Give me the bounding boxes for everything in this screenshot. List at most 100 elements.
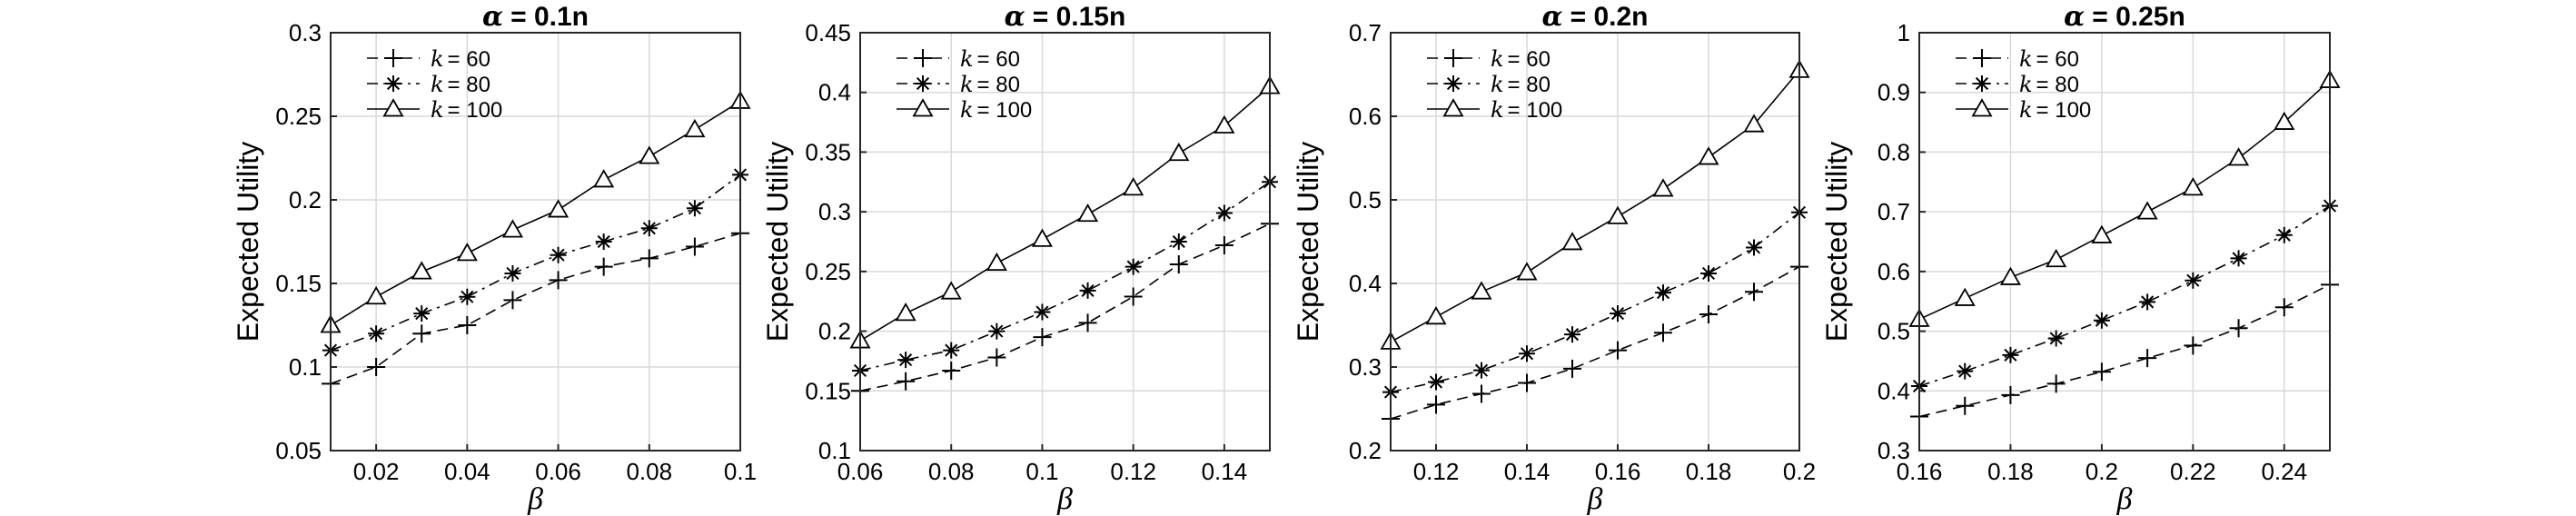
x-tick-label: 0.12 [1110, 458, 1156, 485]
legend-marker-asterisk [915, 75, 931, 92]
data-point-plus [1472, 384, 1491, 403]
legend: k = 60k = 80k = 100 [897, 46, 1032, 123]
data-point-plus [2092, 362, 2111, 382]
y-tick-label: 0.9 [1878, 79, 1910, 106]
x-tick-label: 0.18 [1987, 458, 2034, 485]
x-tick-label: 0.24 [2261, 458, 2307, 485]
legend-label: k = 80 [2019, 72, 2079, 97]
y-tick-label: 0.8 [1878, 138, 1910, 165]
data-point-plus [2184, 336, 2203, 355]
legend-label: k = 80 [960, 72, 1020, 97]
data-point-triangle [1561, 232, 1583, 251]
data-point-asterisk [1957, 362, 1974, 380]
series-line-asterisk [330, 174, 741, 352]
y-tick-label: 0.3 [818, 198, 851, 225]
data-point-plus [1609, 341, 1627, 360]
y-axis-label: Expected Utility [1292, 142, 1324, 342]
data-point-plus [1169, 254, 1188, 273]
series-line-plus [330, 233, 741, 385]
legend: k = 60k = 80k = 100 [367, 46, 502, 123]
data-point-plus [1214, 235, 1234, 254]
y-tick-label: 0.4 [818, 79, 851, 106]
legend-var: k [431, 72, 444, 97]
y-axis-label: Expected Utility [761, 142, 794, 342]
data-point-asterisk [550, 246, 567, 263]
y-tick-label: 0.2 [1349, 437, 1382, 464]
title-alpha: α [2064, 1, 2085, 33]
series-line-asterisk [859, 181, 1271, 372]
legend-label: k = 60 [1491, 46, 1551, 72]
y-tick-label: 0.15 [805, 377, 851, 404]
x-tick-label: 0.1 [1025, 458, 1058, 485]
axis-box [1918, 32, 2331, 452]
series-line-plus [1918, 283, 2331, 418]
data-point-triangle [1607, 205, 1629, 224]
axis-box [330, 32, 741, 452]
data-point-triangle [1214, 114, 1235, 134]
plot-area [1919, 33, 2330, 451]
y-tick-label: 0.3 [1878, 437, 1910, 464]
series-line-triangle [1918, 79, 2331, 321]
data-point-asterisk [897, 352, 915, 369]
data-point-plus [1427, 395, 1445, 414]
data-point-plus [1654, 323, 1672, 342]
legend-marker-plus [914, 49, 932, 67]
data-point-plus [987, 348, 1006, 367]
data-point-triangle [1077, 203, 1099, 223]
legend-marker-plus [384, 49, 402, 67]
data-point-triangle [1168, 142, 1190, 162]
legend-marker-plus [1973, 49, 1991, 67]
data-point-triangle [501, 219, 523, 238]
legend-var: k [960, 72, 974, 97]
legend-value: = 60 [2036, 47, 2079, 72]
data-point-triangle [2228, 147, 2250, 166]
x-axis-label: β [527, 482, 543, 516]
y-axis-label: Expected Utility [1820, 142, 1853, 342]
title-value: = 0.2n [1570, 2, 1649, 32]
data-point-plus [1563, 359, 1581, 378]
data-point-triangle [365, 285, 387, 305]
chart-panel-4: 0.16 0.18 0.2 0.22 0.24 0.3 0.4 0.5 0.6 0.7 0.8 0.9… [1820, 1, 2341, 516]
data-point-asterisk [2230, 250, 2247, 267]
title-alpha: α [482, 1, 503, 33]
data-point-triangle [1698, 146, 1719, 165]
data-point-triangle [940, 281, 962, 300]
data-point-triangle [2274, 111, 2295, 130]
legend-var: k [2019, 97, 2033, 123]
data-point-asterisk [2093, 312, 2110, 329]
x-tick-label: 0.16 [1897, 458, 1943, 485]
legend-label: k = 60 [431, 46, 490, 72]
chart-title: α = 0.1n [482, 1, 589, 33]
data-point-plus [1745, 283, 1763, 302]
legend-label: k = 100 [960, 97, 1032, 123]
data-point-asterisk [1215, 204, 1233, 222]
data-point-plus [2138, 349, 2157, 368]
data-point-plus [897, 372, 916, 391]
title-value: = 0.15n [1033, 2, 1126, 32]
data-point-plus [1033, 328, 1052, 347]
y-tick-label: 0.15 [275, 270, 322, 297]
data-point-asterisk [413, 305, 431, 322]
data-point-triangle [1954, 287, 1976, 306]
data-point-plus [1518, 373, 1536, 392]
data-point-triangle [593, 169, 615, 188]
legend-value: = 100 [448, 98, 503, 123]
y-tick-label: 0.7 [1878, 198, 1910, 225]
data-point-plus [685, 237, 704, 256]
data-point-triangle [1123, 177, 1144, 196]
data-point-triangle [895, 303, 916, 322]
legend-var: k [1491, 72, 1504, 97]
data-point-asterisk [1428, 373, 1444, 391]
data-point-triangle [1652, 178, 1674, 197]
x-tick-label: 0.08 [928, 458, 975, 485]
legend-var: k [1491, 97, 1504, 123]
y-tick-label: 0.25 [805, 258, 851, 285]
series-line-asterisk [1918, 204, 2331, 387]
x-axis-label: β [1056, 482, 1073, 516]
x-tick-label: 0.08 [626, 458, 672, 485]
legend-value: = 100 [977, 98, 1033, 123]
data-point-triangle [548, 199, 570, 218]
x-tick-label: 0.06 [837, 458, 884, 485]
data-point-asterisk [595, 233, 612, 250]
y-tick-label: 0.1 [818, 437, 851, 464]
